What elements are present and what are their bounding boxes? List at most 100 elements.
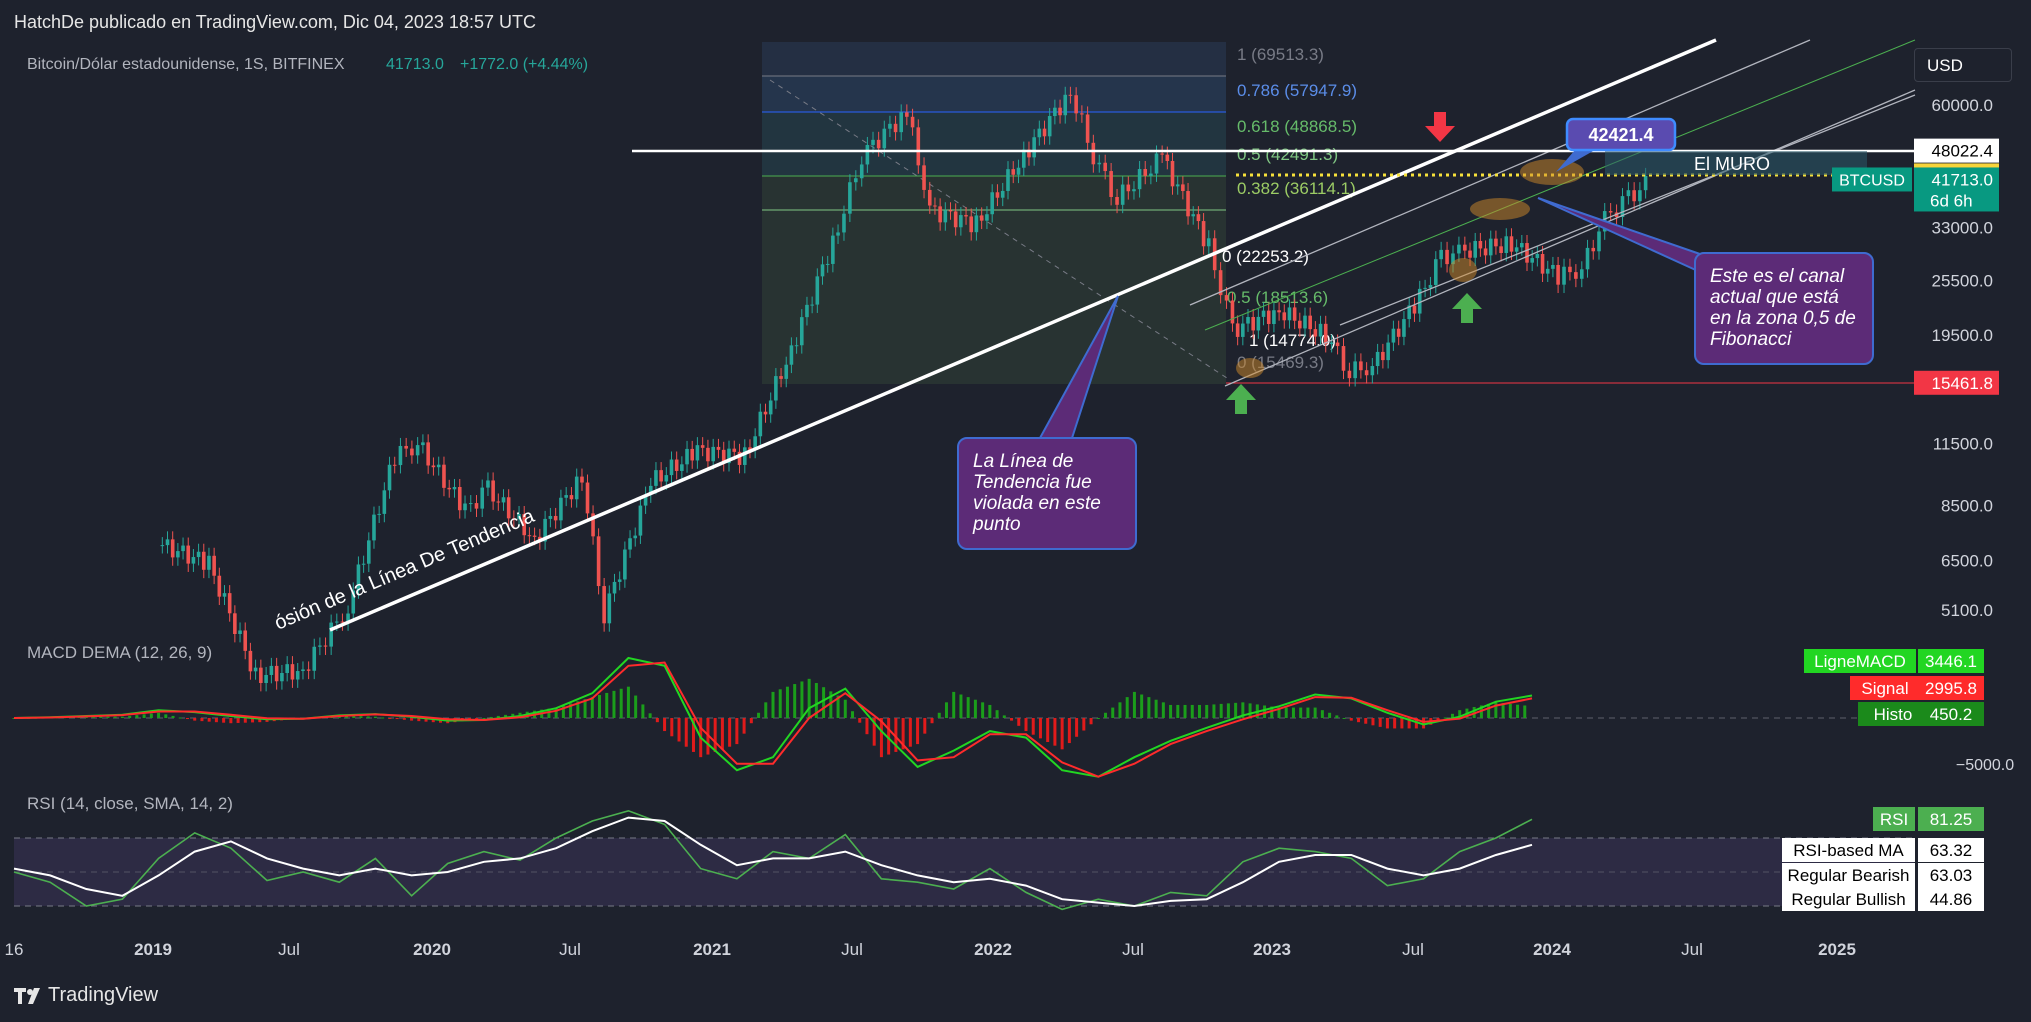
- price-axis-tick: 19500.0: [1932, 326, 1993, 345]
- candle-body: [191, 557, 196, 564]
- candle-body: [398, 445, 403, 466]
- rsi-legend-name-bg: [1782, 863, 1915, 887]
- candle-body: [848, 182, 852, 214]
- macd-histogram-bar: [410, 718, 414, 721]
- time-axis-tick: Jul: [1402, 940, 1424, 959]
- candle-body: [233, 613, 237, 635]
- candle-body: [1591, 247, 1596, 252]
- macd-histogram-bar: [1161, 702, 1165, 718]
- candle-body: [1473, 240, 1477, 258]
- candle-body: [1132, 189, 1136, 192]
- candle-body: [774, 376, 778, 401]
- candle-body: [527, 535, 532, 537]
- price-axis-tick: 8500.0: [1941, 496, 1993, 515]
- price-axis-tick: 25500.0: [1932, 271, 1993, 290]
- macd-histogram-bar: [1357, 718, 1361, 723]
- candle-body: [415, 445, 420, 456]
- candle-body: [943, 210, 948, 223]
- candle-body: [836, 232, 840, 236]
- candle-body: [706, 447, 710, 462]
- tradingview-logo-icon: [14, 987, 40, 1004]
- candle-body: [831, 235, 835, 264]
- candle-body: [564, 495, 568, 498]
- macd-histogram-bar: [995, 710, 999, 718]
- macd-histogram-bar: [1002, 715, 1006, 718]
- candle-body: [825, 263, 830, 265]
- candle-body: [1341, 346, 1346, 371]
- candle-body: [1298, 320, 1302, 329]
- macd-legend-value: 3446.1: [1925, 652, 1977, 671]
- symbol-title: Bitcoin/Dólar estadounidense, 1S, BITFIN…: [27, 56, 345, 73]
- candle-body: [674, 459, 679, 471]
- candle-body: [910, 116, 915, 128]
- currency-button[interactable]: USD: [1914, 48, 2012, 82]
- tradingview-logo[interactable]: TradingView: [14, 984, 158, 1007]
- candle-body: [323, 645, 328, 647]
- candle-body: [1643, 175, 1648, 191]
- candle-body: [1335, 342, 1340, 347]
- candle-body: [979, 215, 984, 221]
- fib-label: 0.5 (18513.6): [1227, 288, 1328, 307]
- price-box[interactable]: [1565, 117, 1677, 152]
- macd-histogram-bar: [872, 718, 876, 746]
- candle-body: [882, 128, 887, 149]
- macd-histogram-bar: [713, 718, 717, 752]
- candle-body: [280, 673, 284, 682]
- candle-body: [517, 514, 521, 520]
- candle-body: [1463, 244, 1467, 251]
- channel-upper-line: [1189, 39, 1811, 306]
- candle-body: [948, 210, 953, 212]
- macd-histogram-bar: [1508, 703, 1512, 718]
- candle-body: [1006, 169, 1010, 191]
- candle-body: [1407, 305, 1412, 320]
- macd-histogram-bar: [395, 718, 399, 720]
- candle-body: [176, 551, 180, 558]
- fib-zone-1: [762, 42, 1226, 76]
- candle-body: [1386, 342, 1390, 361]
- macd-histogram-bar: [764, 702, 768, 718]
- price-axis-label: 41713.0: [1932, 170, 1993, 189]
- fib-label: 0.382 (36114.1): [1237, 179, 1356, 198]
- macd-legend-value-bg: [1918, 649, 1984, 673]
- macd-histogram-bar: [381, 717, 385, 719]
- macd-histogram-bar: [345, 715, 349, 718]
- time-axis-tick: Jul: [278, 940, 300, 959]
- candle-body: [426, 442, 430, 466]
- candle-body: [1085, 114, 1090, 143]
- candle-body: [1058, 107, 1062, 116]
- rsi-legend-value-bg: [1918, 807, 1984, 831]
- macd-histogram-bar: [952, 691, 956, 718]
- candle-body: [1353, 361, 1357, 379]
- macd-histogram-bar: [1270, 706, 1274, 718]
- macd-histogram-bar: [771, 691, 775, 718]
- candle-body: [871, 139, 875, 145]
- candle-body: [1504, 236, 1509, 254]
- candle-body: [463, 503, 467, 511]
- macd-histogram-bar: [1335, 715, 1339, 718]
- candle-body: [501, 497, 506, 503]
- candle-body: [933, 205, 937, 207]
- candle-body: [805, 304, 809, 318]
- rsi-legend-name: RSI: [1880, 810, 1908, 829]
- candle-body: [716, 446, 721, 450]
- candle-body: [654, 470, 658, 486]
- candle-body: [569, 495, 574, 500]
- macd-histogram-bar: [1342, 718, 1346, 719]
- time-axis[interactable]: 16 2019 Jul 2020 Jul 2021 Jul 2022 Jul 2023 Jul 202…: [5, 940, 1856, 959]
- candle-body: [893, 123, 898, 133]
- macd-histogram-bar: [1414, 718, 1418, 729]
- macd-axis-tick: −5000.0: [1956, 757, 2014, 774]
- candle-body: [1201, 221, 1206, 247]
- candle-body: [916, 127, 921, 166]
- channel-lower-line: [1224, 89, 1916, 387]
- macd-histogram-bar: [207, 718, 211, 722]
- macd-legend-value-bg: [1918, 702, 1984, 726]
- candle-body: [387, 464, 392, 491]
- macd-histogram-bar: [424, 718, 428, 722]
- candle-body: [1585, 247, 1590, 270]
- price-axis-tick: 60000.0: [1932, 96, 1993, 115]
- candle-body: [742, 447, 747, 465]
- macd-histogram-bar: [829, 691, 833, 718]
